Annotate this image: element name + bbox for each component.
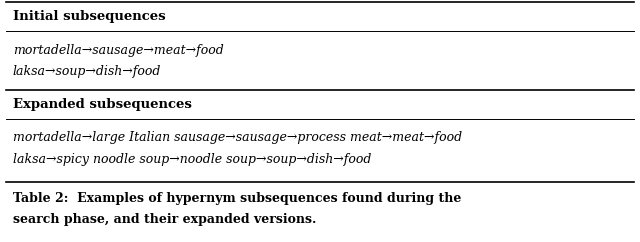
Text: laksa→soup→dish→food: laksa→soup→dish→food [13,65,161,78]
Text: laksa→spicy noodle soup→noodle soup→soup→dish→food: laksa→spicy noodle soup→noodle soup→soup… [13,153,371,166]
Text: Initial subsequences: Initial subsequences [13,10,165,23]
Text: search phase, and their expanded versions.: search phase, and their expanded version… [13,212,316,226]
Text: Table 2:  Examples of hypernym subsequences found during the: Table 2: Examples of hypernym subsequenc… [13,192,461,205]
Text: mortadella→sausage→meat→food: mortadella→sausage→meat→food [13,44,223,57]
Text: mortadella→large Italian sausage→sausage→process meat→meat→food: mortadella→large Italian sausage→sausage… [13,131,462,144]
Text: Expanded subsequences: Expanded subsequences [13,98,191,111]
